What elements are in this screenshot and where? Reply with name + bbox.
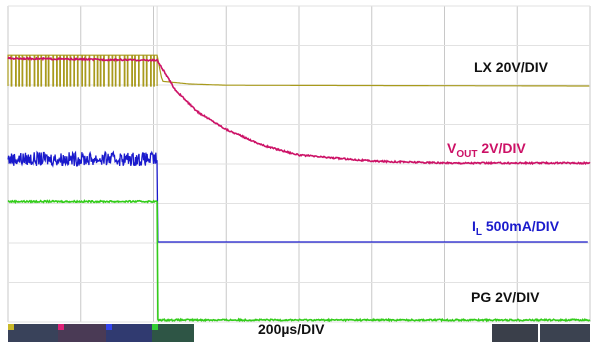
pg-trace: [7, 199, 591, 323]
scope-traces: [7, 6, 591, 323]
vout-channel-label: VOUT 2V/DIV: [447, 140, 526, 160]
ch2-marker: [58, 324, 64, 330]
vout-base: V: [447, 140, 457, 156]
lx-channel-label: LX 20V/DIV: [474, 59, 549, 75]
footer-ch2-block: [58, 324, 106, 342]
lx-trace: [7, 54, 590, 87]
pg-channel-label: PG 2V/DIV: [471, 289, 540, 305]
ch1-marker: [8, 324, 14, 330]
il-channel-label: IL 500mA/DIV: [472, 218, 560, 238]
scope-footer: [8, 324, 590, 342]
timebase-label: 200µs/DIV: [258, 321, 325, 337]
il-base: I: [472, 218, 476, 234]
il-trace: [7, 150, 588, 243]
footer-right-block-2: [540, 324, 590, 342]
footer-ch4-block: [152, 324, 194, 342]
vout-subscript: OUT: [456, 149, 477, 160]
footer-ch1-block: [8, 324, 58, 342]
il-subscript: L: [476, 227, 482, 238]
footer-right-block-1: [492, 324, 538, 342]
ch4-marker: [152, 324, 158, 330]
vout-scale: 2V/DIV: [477, 140, 526, 156]
vout-trace: [7, 56, 591, 166]
footer-ch3-block: [106, 324, 152, 342]
ch3-marker: [106, 324, 112, 330]
il-scale: 500mA/DIV: [482, 218, 560, 234]
